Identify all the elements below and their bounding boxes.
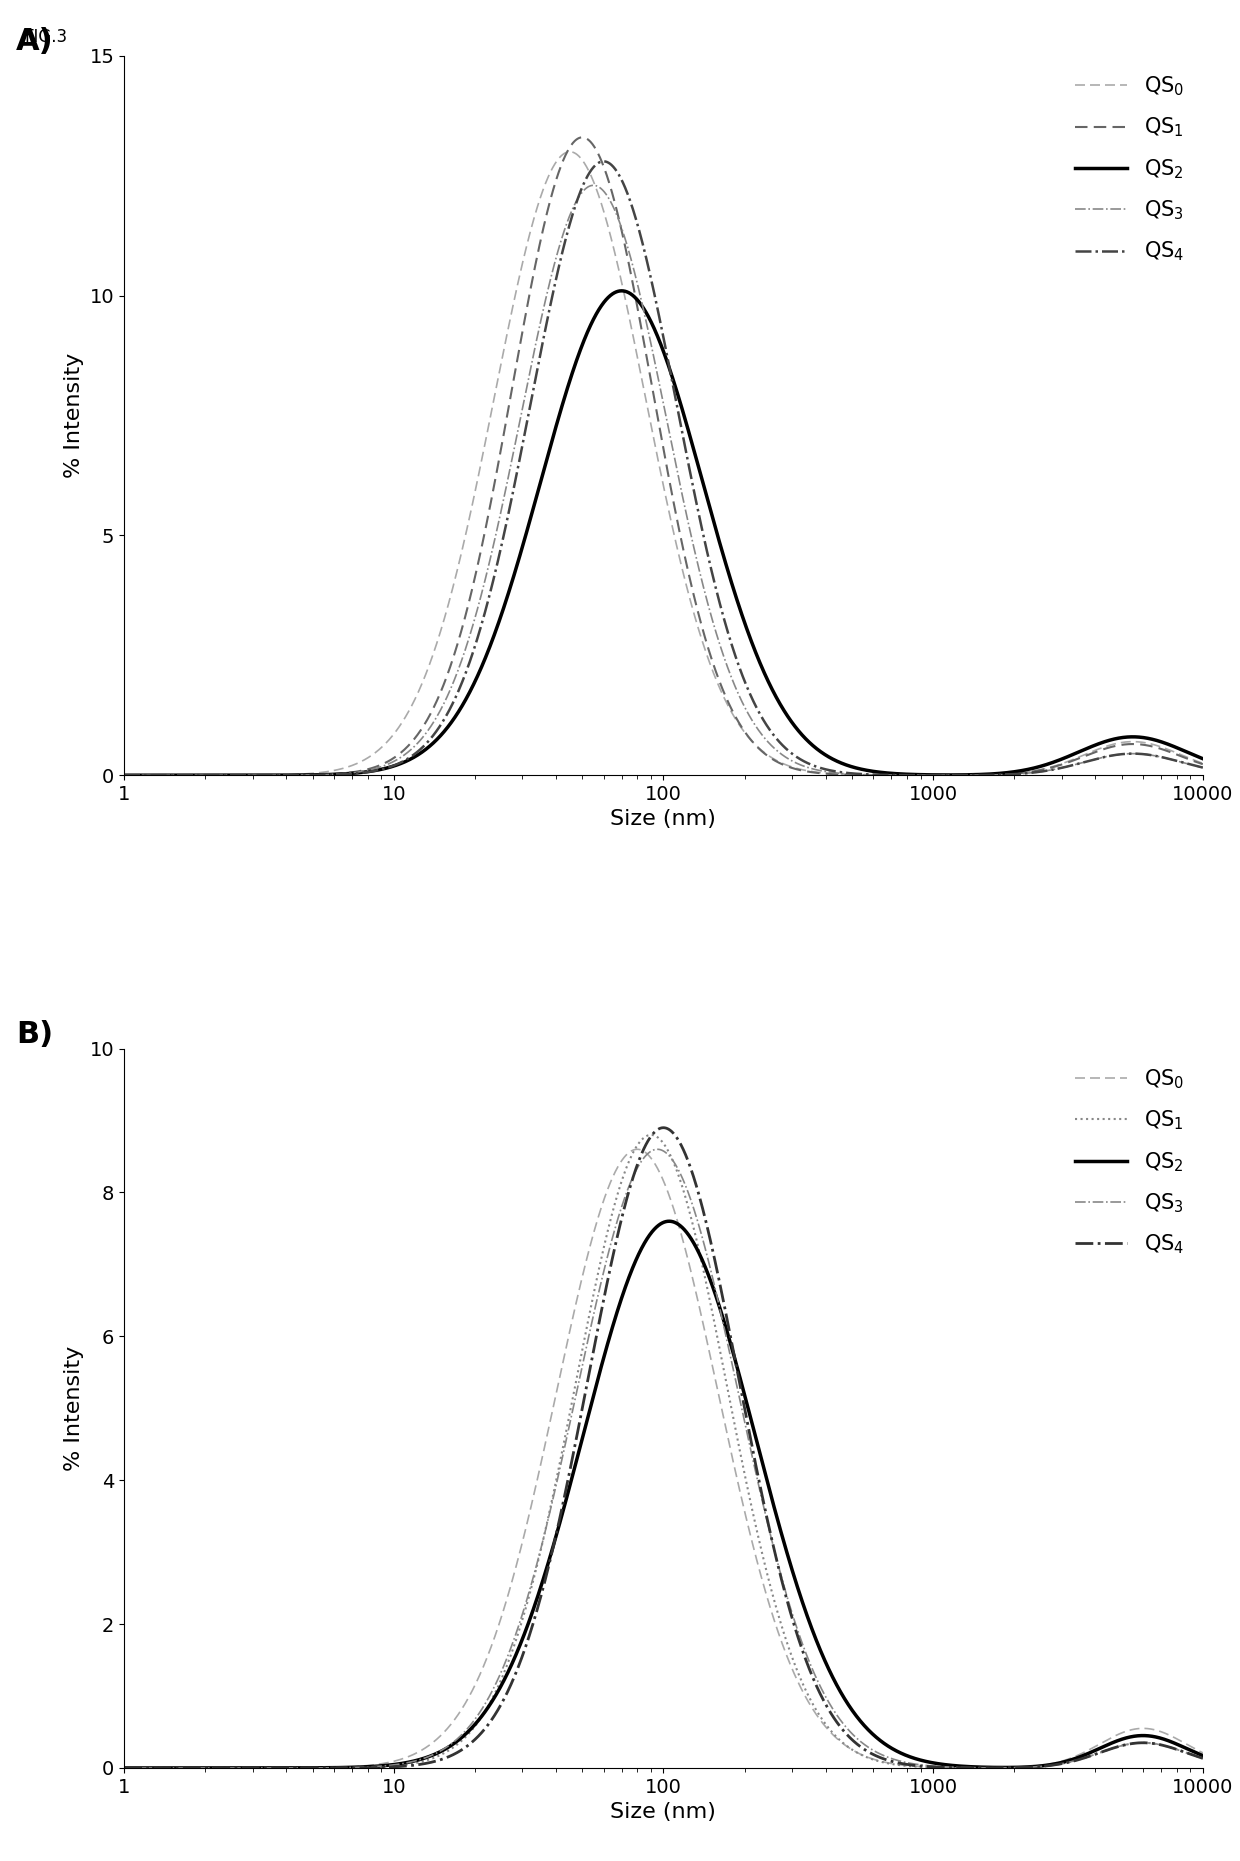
Text: A): A) (16, 28, 53, 56)
Legend: QS$_0$, QS$_1$, QS$_2$, QS$_3$, QS$_4$: QS$_0$, QS$_1$, QS$_2$, QS$_3$, QS$_4$ (1066, 67, 1193, 272)
Text: FIG.3: FIG.3 (25, 28, 68, 47)
Y-axis label: % Intensity: % Intensity (63, 354, 84, 478)
Y-axis label: % Intensity: % Intensity (64, 1346, 84, 1470)
Text: B): B) (16, 1020, 53, 1050)
X-axis label: Size (nm): Size (nm) (610, 810, 717, 830)
Legend: QS$_0$, QS$_1$, QS$_2$, QS$_3$, QS$_4$: QS$_0$, QS$_1$, QS$_2$, QS$_3$, QS$_4$ (1066, 1059, 1193, 1264)
X-axis label: Size (nm): Size (nm) (610, 1801, 717, 1822)
